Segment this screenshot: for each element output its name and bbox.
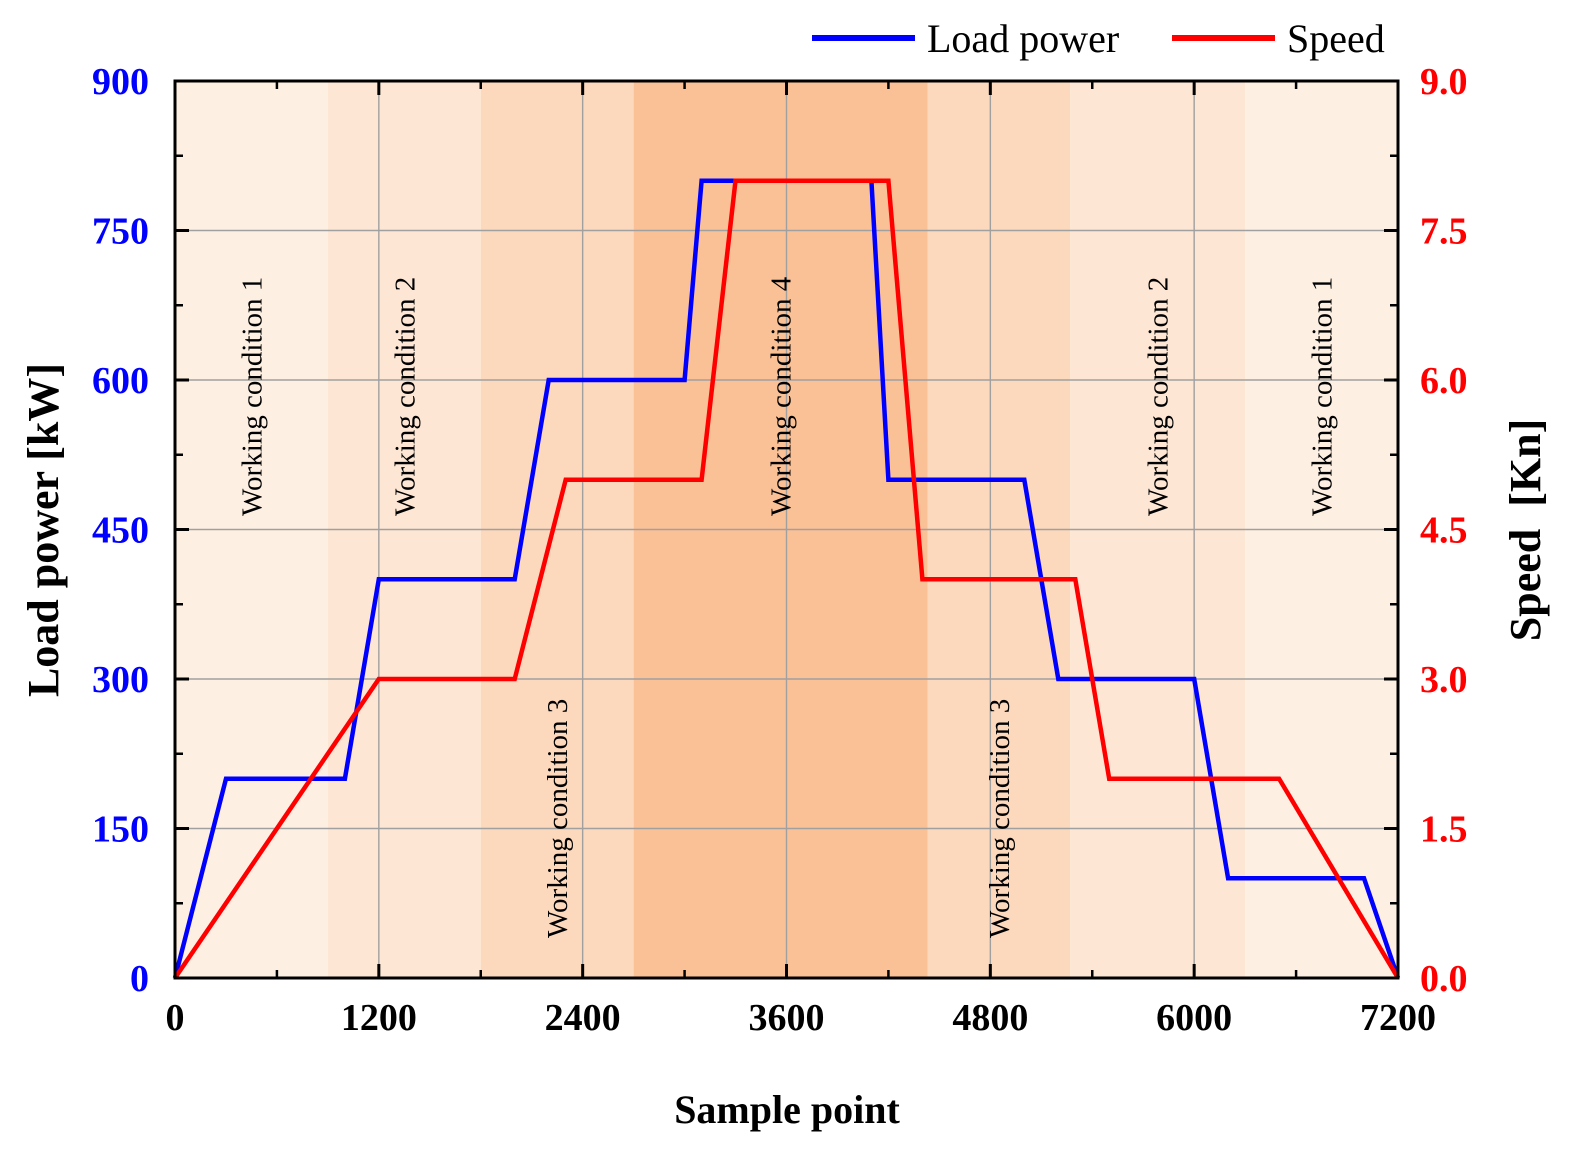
x-tick-label-1: 1200: [341, 997, 417, 1039]
legend: Load power Speed: [812, 16, 1385, 61]
x-tick-label-3: 3600: [749, 997, 825, 1039]
x-axis-title: Sample point: [674, 1087, 900, 1132]
condition-labels: Working condition 1 Working condition 2 Wo…: [236, 276, 1338, 938]
condition-label-7: Working condition 1: [1307, 277, 1339, 516]
y-right-tick-label-1: 1.5: [1420, 809, 1468, 851]
condition-label-6: Working condition 2: [1143, 277, 1175, 516]
y-right-tick-label-3: 4.5: [1420, 510, 1468, 552]
tick-labels: 0 1200 2400 3600 4800 6000 7200 0 150 300 450 600 75…: [92, 61, 1468, 1039]
x-tick-label-0: 0: [166, 997, 185, 1039]
y-left-tick-label-4: 600: [92, 360, 149, 402]
x-tick-label-2: 2400: [545, 997, 621, 1039]
grid-lines: [175, 81, 1398, 978]
y-left-tick-label-6: 900: [92, 61, 149, 103]
condition-label-1: Working condition 1: [236, 277, 268, 516]
series-lines: [172, 178, 1401, 980]
y-left-tick-label-5: 750: [92, 211, 149, 253]
y-left-tick-label-1: 150: [92, 809, 149, 851]
y-right-tick-label-4: 6.0: [1420, 360, 1468, 402]
condition-label-4: Working condition 4: [766, 276, 798, 516]
y-left-tick-label-2: 300: [92, 659, 149, 701]
x-tick-label-6: 7200: [1360, 997, 1436, 1039]
y-left-tick-label-0: 0: [130, 958, 149, 1000]
series-line-speed: [173, 178, 1400, 980]
legend-label-speed: Speed: [1287, 16, 1385, 61]
condition-label-5: Working condition 3: [984, 699, 1016, 938]
condition-label-2: Working condition 2: [389, 277, 421, 516]
y-right-tick-label-2: 3.0: [1420, 659, 1468, 701]
y-right-tick-label-0: 0.0: [1420, 958, 1468, 1000]
y-axis-right-title: Speed [Kn]: [1501, 419, 1550, 641]
x-tick-label-4: 4800: [952, 997, 1028, 1039]
axis-ticks: [173, 79, 1400, 980]
condition-label-3: Working condition 3: [542, 699, 574, 938]
y-right-tick-label-5: 7.5: [1420, 211, 1468, 253]
legend-label-load-power: Load power: [927, 16, 1119, 61]
y-right-tick-label-6: 9.0: [1420, 61, 1468, 103]
y-axis-left-title: Load power [kW]: [19, 363, 68, 697]
y-left-tick-label-3: 450: [92, 510, 149, 552]
x-tick-label-5: 6000: [1156, 997, 1232, 1039]
